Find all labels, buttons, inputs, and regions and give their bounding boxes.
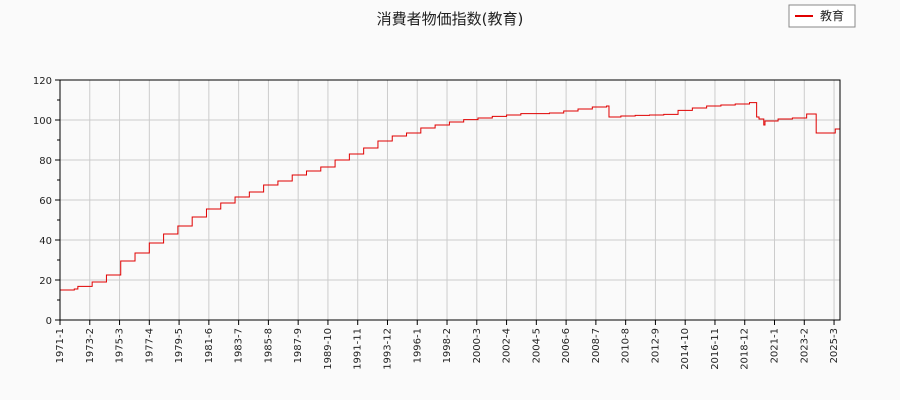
plot-frame [59,79,841,321]
x-tick-label: 2025-3 [829,328,840,363]
x-tick-label: 2018-12 [740,328,751,370]
y-tick-label: 100 [33,116,52,127]
legend-box [788,4,856,28]
x-tick-label: 2010-8 [621,328,632,363]
x-tick-label: 1985-8 [263,328,274,363]
x-tick-label: 2000-3 [472,328,483,363]
x-tick-label: 1979-5 [174,328,185,363]
x-tick-label: 1981-6 [204,328,215,363]
x-tick-label: 2016-11 [710,328,721,370]
x-tick-label: 2014-10 [680,328,691,370]
x-tick-label: 1973-2 [85,328,96,363]
x-tick-label: 2004-5 [531,328,542,363]
x-tick-label: 1971-1 [55,328,66,363]
x-tick-label: 1991-11 [353,328,364,370]
x-tick-label: 1993-12 [382,328,393,370]
x-axis-ticks: 1971-1 1973-2 1975-3 1977-4 1979-5 1981-6 1983… [55,320,840,370]
y-tick-label: 40 [39,236,52,247]
x-tick-label: 1983-7 [234,328,245,363]
x-tick-label: 1998-2 [442,328,453,363]
x-tick-label: 2008-7 [591,328,602,363]
x-tick-label: 1989-10 [323,328,334,370]
y-axis-ticks: 0 20 40 60 80 100 120 [33,76,60,327]
series-layer [60,102,840,291]
x-tick-label: 1975-3 [115,328,126,363]
y-tick-label: 20 [39,276,52,287]
legend: 教育 [788,4,856,28]
y-tick-label: 80 [39,156,52,167]
series-line-0 [60,102,840,291]
x-tick-label: 1987-9 [293,328,304,363]
y-tick-label: 0 [46,316,52,327]
x-tick-label: 2021-1 [770,328,781,363]
grid-lines [59,79,840,321]
x-tick-label: 1996-1 [412,328,423,363]
y-tick-label: 120 [33,76,52,87]
x-tick-label: 2012-9 [650,328,661,363]
x-tick-label: 2002-4 [502,328,513,363]
chart-title: 消費者物価指数(教育) [377,10,524,28]
x-tick-label: 2023-2 [799,328,810,363]
x-tick-label: 2006-6 [561,328,572,363]
y-tick-label: 60 [39,196,52,207]
legend-label: 教育 [820,8,844,23]
x-tick-label: 1977-4 [144,328,155,363]
